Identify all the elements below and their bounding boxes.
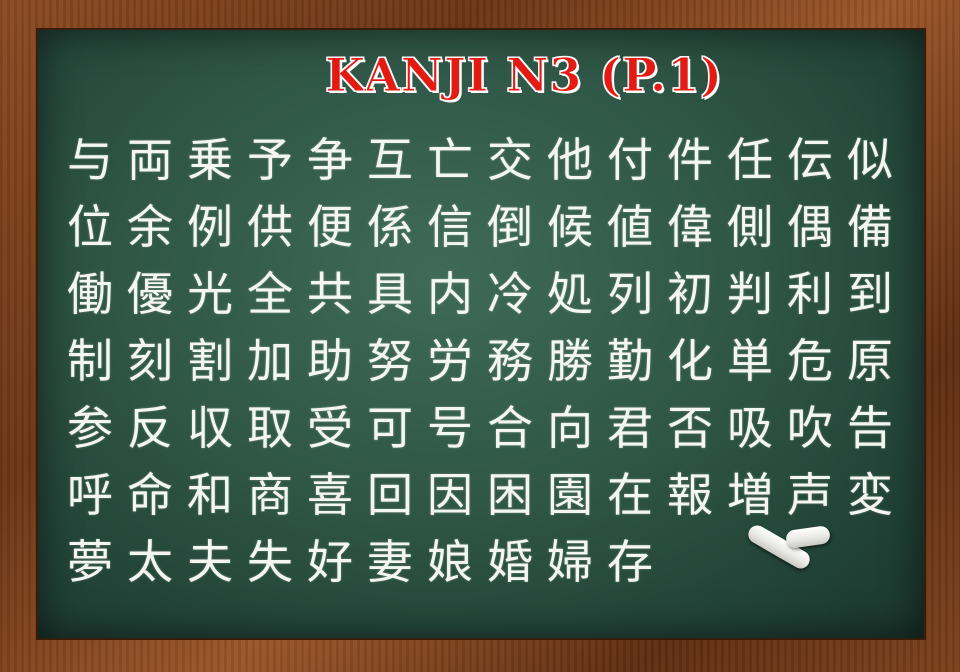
kanji-character: 務 (487, 334, 533, 388)
kanji-character: 偶 (787, 200, 833, 254)
kanji-character: 声 (787, 468, 833, 522)
kanji-character: 婦 (547, 535, 593, 589)
kanji-character: 供 (247, 200, 293, 254)
kanji-character: 列 (607, 267, 653, 321)
kanji-character: 原 (847, 334, 893, 388)
kanji-character: 商 (247, 468, 293, 522)
kanji-character: 具 (367, 267, 413, 321)
kanji-character: 危 (787, 334, 833, 388)
kanji-character: 好 (307, 535, 353, 589)
kanji-character: 互 (367, 133, 413, 187)
kanji-character: 勤 (607, 334, 653, 388)
kanji-character: 乗 (187, 133, 233, 187)
kanji-character: 報 (667, 468, 713, 522)
kanji-character: 失 (247, 535, 293, 589)
kanji-character: 与 (67, 133, 113, 187)
kanji-character: 両 (127, 133, 173, 187)
kanji-character: 余 (127, 200, 173, 254)
kanji-character: 存 (607, 535, 653, 589)
kanji-character: 優 (127, 267, 173, 321)
kanji-character: 単 (727, 334, 773, 388)
kanji-character: 婚 (487, 535, 533, 589)
kanji-character: 働 (67, 267, 113, 321)
kanji-character: 娘 (427, 535, 473, 589)
kanji-character: 号 (427, 401, 473, 455)
kanji-character: 交 (487, 133, 533, 187)
kanji-character: 収 (187, 401, 233, 455)
kanji-character: 回 (367, 468, 413, 522)
kanji-character: 変 (847, 468, 893, 522)
kanji-character: 件 (667, 133, 713, 187)
kanji-character: 例 (187, 200, 233, 254)
kanji-character: 内 (427, 267, 473, 321)
kanji-character: 努 (367, 334, 413, 388)
page-title: KANJI N3 (P.1) (325, 48, 723, 103)
kanji-character: 全 (247, 267, 293, 321)
kanji-character: 向 (547, 401, 593, 455)
kanji-character: 付 (607, 133, 653, 187)
kanji-character: 否 (667, 401, 713, 455)
kanji-character: 係 (367, 200, 413, 254)
kanji-character: 判 (727, 267, 773, 321)
kanji-character: 喜 (307, 468, 353, 522)
kanji-character: 因 (427, 468, 473, 522)
kanji-character: 冷 (487, 267, 533, 321)
kanji-character: 吹 (787, 401, 833, 455)
kanji-character: 位 (67, 200, 113, 254)
kanji-character: 値 (607, 200, 653, 254)
kanji-character: 取 (247, 401, 293, 455)
kanji-character: 亡 (427, 133, 473, 187)
kanji-character: 便 (307, 200, 353, 254)
kanji-character: 候 (547, 200, 593, 254)
kanji-character: 吸 (727, 401, 773, 455)
kanji-character: 加 (247, 334, 293, 388)
kanji-character: 信 (427, 200, 473, 254)
kanji-character: 割 (187, 334, 233, 388)
kanji-character: 初 (667, 267, 713, 321)
kanji-character: 参 (67, 401, 113, 455)
kanji-character: 備 (847, 200, 893, 254)
kanji-character: 妻 (367, 535, 413, 589)
kanji-character: 命 (127, 468, 173, 522)
kanji-grid: 与両乗予争互亡交他付件任伝似位余例供便係信倒候値偉側偶備働優光全共具内冷処列初判… (60, 130, 900, 599)
kanji-character: 処 (547, 267, 593, 321)
kanji-character: 似 (847, 133, 893, 187)
kanji-character: 伝 (787, 133, 833, 187)
kanji-character: 勝 (547, 334, 593, 388)
kanji-character: 偉 (667, 200, 713, 254)
kanji-character: 光 (187, 267, 233, 321)
kanji-character: 予 (247, 133, 293, 187)
kanji-character: 他 (547, 133, 593, 187)
kanji-character: 倒 (487, 200, 533, 254)
kanji-character: 太 (127, 535, 173, 589)
kanji-character: 争 (307, 133, 353, 187)
kanji-character: 刻 (127, 334, 173, 388)
kanji-character: 制 (67, 334, 113, 388)
kanji-character: 側 (727, 200, 773, 254)
kanji-character: 園 (547, 468, 593, 522)
kanji-character: 和 (187, 468, 233, 522)
kanji-character: 共 (307, 267, 353, 321)
kanji-character: 可 (367, 401, 413, 455)
kanji-character: 化 (667, 334, 713, 388)
kanji-character: 労 (427, 334, 473, 388)
kanji-character: 任 (727, 133, 773, 187)
kanji-character: 助 (307, 334, 353, 388)
kanji-character: 到 (847, 267, 893, 321)
kanji-character: 在 (607, 468, 653, 522)
kanji-character: 困 (487, 468, 533, 522)
kanji-character: 利 (787, 267, 833, 321)
kanji-character: 夢 (67, 535, 113, 589)
kanji-character: 受 (307, 401, 353, 455)
kanji-character: 合 (487, 401, 533, 455)
kanji-character: 反 (127, 401, 173, 455)
kanji-character: 呼 (67, 468, 113, 522)
kanji-character: 告 (847, 401, 893, 455)
kanji-character: 夫 (187, 535, 233, 589)
kanji-character: 君 (607, 401, 653, 455)
kanji-character: 増 (727, 468, 773, 522)
